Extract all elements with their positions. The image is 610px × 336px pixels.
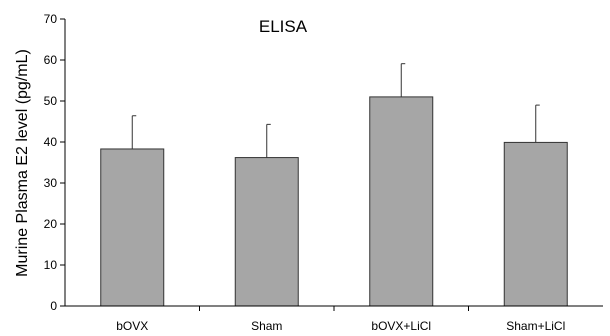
x-tick-label: bOVX xyxy=(116,319,148,333)
y-ticks-group: 0 10 20 30 40 50 60 70 xyxy=(44,12,65,313)
bar-sham xyxy=(234,157,299,307)
y-tick-label: 70 xyxy=(44,12,58,26)
bars-group xyxy=(100,96,568,307)
y-tick-label: 40 xyxy=(44,135,58,149)
x-tick-label: Sham xyxy=(251,319,282,333)
axes-group xyxy=(64,19,603,311)
x-tick-label: bOVX+LiCl xyxy=(371,319,431,333)
y-tick-label: 30 xyxy=(44,176,58,190)
y-tick-label: 10 xyxy=(44,258,58,272)
y-axis-label: Murine Plasma E2 level (pg/mL) xyxy=(14,49,31,277)
y-tick-label: 60 xyxy=(44,53,58,67)
x-tick-label: Sham+LiCl xyxy=(506,319,565,333)
x-labels-group: bOVX Sham bOVX+LiCl Sham+LiCl xyxy=(116,319,565,333)
bar-sham-licl xyxy=(503,141,568,307)
bar-bovx xyxy=(100,148,165,307)
error-bars-group xyxy=(131,63,540,158)
y-tick-label: 20 xyxy=(44,217,58,231)
bar-bovx-licl xyxy=(369,96,434,307)
chart-title: ELISA xyxy=(259,17,308,36)
y-tick-label: 0 xyxy=(50,299,57,313)
y-tick-label: 50 xyxy=(44,94,58,108)
